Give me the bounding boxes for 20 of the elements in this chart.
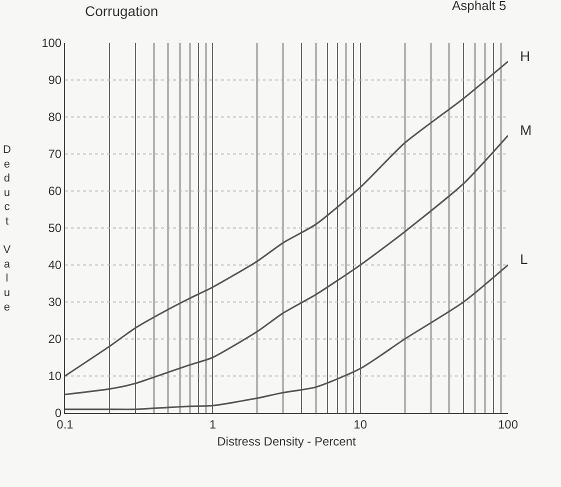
y-tick-label: 100 (42, 36, 62, 50)
text: Deduct Value (3, 144, 11, 314)
y-tick-label: 90 (48, 73, 62, 88)
series-label: M (520, 122, 532, 138)
chart-title: Corrugation (85, 2, 158, 19)
y-tick-label: 10 (48, 369, 62, 384)
y-tick-label: 50 (48, 221, 62, 236)
text: Asphalt 5 (452, 0, 506, 13)
series-label: L (520, 251, 528, 267)
y-tick-label: 20 (48, 332, 62, 346)
y-tick-label: 30 (48, 295, 62, 310)
y-tick-label: 60 (48, 184, 62, 198)
x-tick-label: 1 (209, 417, 216, 432)
x-tick-label: 100 (498, 417, 518, 432)
series-label: H (520, 48, 530, 64)
y-tick-label: 40 (48, 258, 62, 272)
y-tick-label: 70 (48, 147, 62, 162)
x-tick-label: 10 (354, 417, 368, 432)
y-tick-label: 80 (48, 110, 62, 124)
x-axis-title: Distress Density - Percent (217, 434, 357, 448)
